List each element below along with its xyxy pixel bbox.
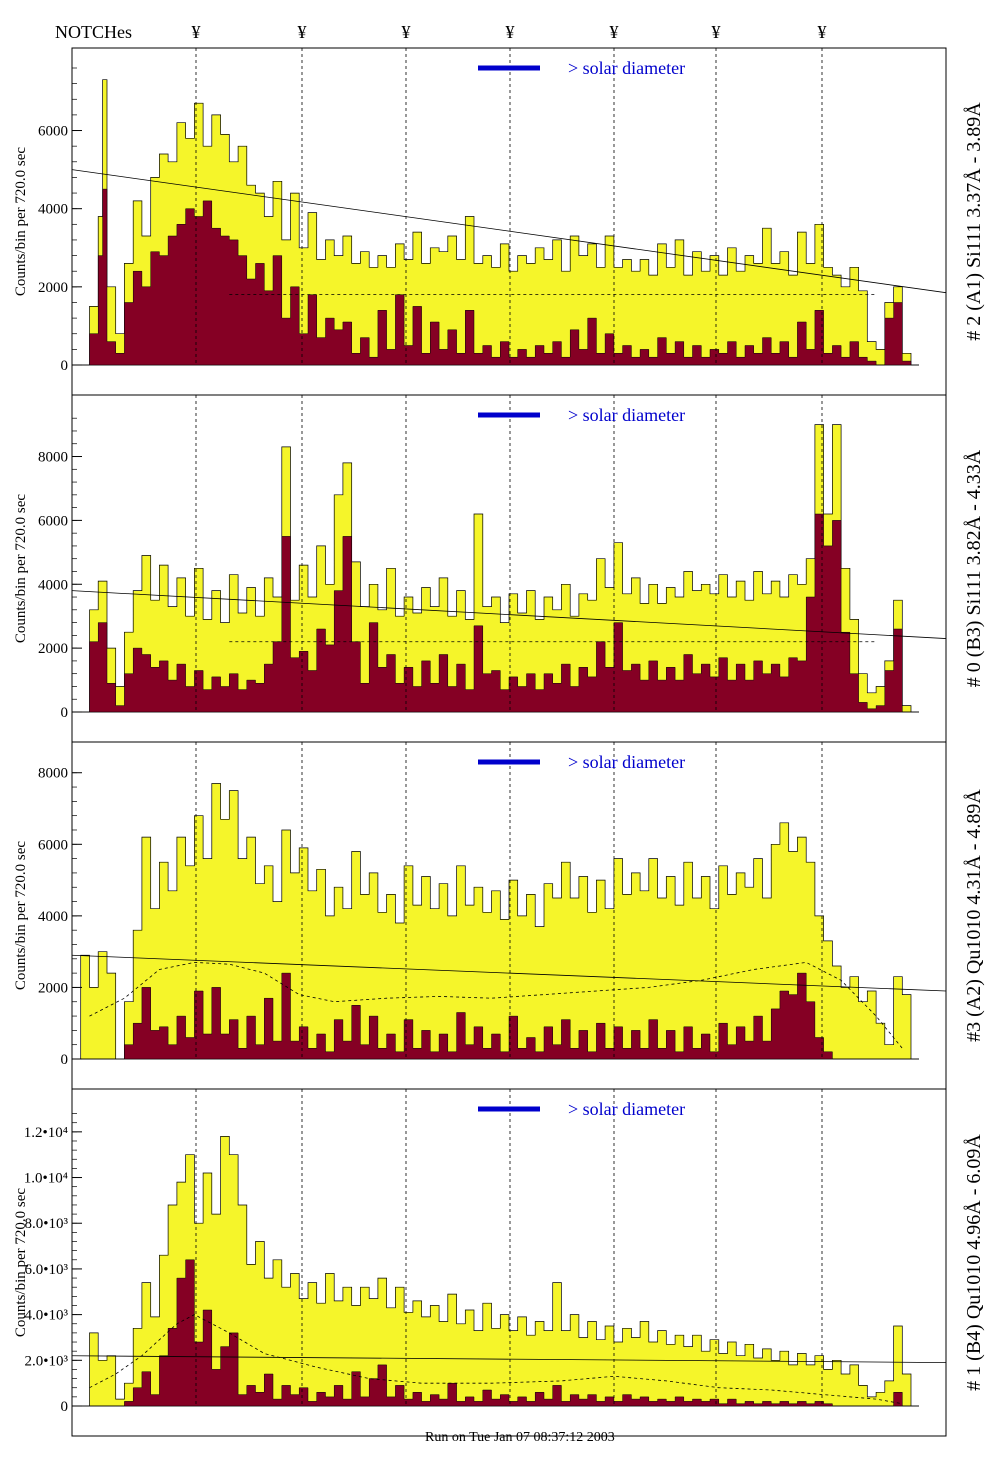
y-tick-label: 8.0•10³ — [25, 1216, 69, 1232]
plot-area — [72, 424, 946, 713]
notch-marker: ¥ — [298, 22, 307, 42]
y-tick-label: 1.2•10⁴ — [24, 1125, 68, 1141]
fit-line — [72, 1355, 946, 1363]
y-tick-label: 6000 — [38, 837, 68, 853]
y-axis-label: Counts/bin per 720.0 sec — [13, 1188, 29, 1337]
y-tick-label: 1.0•10⁴ — [24, 1171, 68, 1187]
spectrum-panel: 0 2.0•10³ 4.0•10³ 6.0•10³ 8.0•10³ 1.0•10⁴ 1.2•… — [13, 1088, 985, 1437]
fit-line — [72, 954, 946, 992]
subset-counts-area — [80, 972, 919, 1060]
y-tick-label: 0 — [61, 358, 69, 374]
channel-label: # 2 (A1) Si111 3.37Å - 3.89Å — [963, 102, 985, 341]
y-tick-label: 6.0•10³ — [25, 1262, 69, 1278]
spectrum-panel: 0 2000 4000 6000 8000 Counts/bin per 720.0 se… — [13, 741, 985, 1090]
legend-label: > solar diameter — [568, 58, 685, 78]
notch-marker: ¥ — [506, 22, 515, 42]
legend-label: > solar diameter — [568, 1099, 685, 1119]
notch-title: NOTCHes — [55, 22, 132, 42]
y-tick-label: 2000 — [38, 641, 68, 657]
y-tick-label: 8000 — [38, 766, 68, 782]
fit-line — [72, 590, 946, 639]
y-tick-label: 4.0•10³ — [25, 1308, 69, 1324]
channel-label: # 0 (B3) Si111 3.82Å - 4.33Å — [963, 449, 985, 687]
y-axis-label: Counts/bin per 720.0 sec — [13, 841, 29, 990]
subset-counts-area — [80, 188, 919, 366]
legend-label: > solar diameter — [568, 405, 685, 425]
y-axis-label: Counts/bin per 720.0 sec — [13, 147, 29, 296]
y-tick-label: 0 — [61, 705, 69, 721]
y-axis-label: Counts/bin per 720.0 sec — [13, 494, 29, 643]
y-tick-label: 6000 — [38, 513, 68, 529]
y-tick-label: 2000 — [38, 980, 68, 996]
subset-counts-area — [80, 1259, 919, 1407]
plot-area — [72, 783, 946, 1060]
notch-marker: ¥ — [712, 22, 721, 42]
notch-header: NOTCHes ¥ ¥ ¥ ¥ ¥ ¥ ¥ — [55, 22, 827, 42]
y-tick-label: 4000 — [38, 577, 68, 593]
y-tick-label: 8000 — [38, 450, 68, 466]
y-tick-label: 0 — [61, 1052, 69, 1068]
total-counts-area — [80, 1136, 919, 1407]
spectrum-panel: 0 2000 4000 6000 8000 Counts/bin per 720.0 se… — [13, 394, 985, 743]
run-timestamp: Run on Tue Jan 07 08:37:12 2003 — [425, 1430, 615, 1445]
notch-marker: ¥ — [192, 22, 201, 42]
notch-marker: ¥ — [818, 22, 827, 42]
y-tick-label: 2000 — [38, 280, 68, 296]
y-tick-label: 4000 — [38, 202, 68, 218]
y-tick-label: 4000 — [38, 909, 68, 925]
y-tick-label: 0 — [61, 1399, 69, 1415]
average-curve — [89, 961, 903, 1049]
spectrum-panel: 0 2000 4000 6000 Counts/bin per 720.0 sec # 2… — [13, 47, 985, 396]
legend-label: > solar diameter — [568, 752, 685, 772]
plot-area — [72, 1136, 946, 1407]
panel-frame — [71, 1088, 947, 1437]
average-curve — [89, 1314, 903, 1405]
notch-marker: ¥ — [610, 22, 619, 42]
subset-counts-area — [80, 513, 919, 713]
y-tick-label: 2.0•10³ — [25, 1353, 69, 1369]
channel-label: # 1 (B4) Qu1010 4.96Å - 6.09Å — [963, 1134, 985, 1391]
y-tick-label: 6000 — [38, 124, 68, 140]
plot-area — [72, 79, 946, 366]
fit-line — [72, 169, 946, 294]
chart-panels: 0 2000 4000 6000 Counts/bin per 720.0 sec # 2… — [13, 47, 985, 1437]
channel-label: #3 (A2) Qu1010 4.31Å - 4.89Å — [963, 789, 985, 1042]
notch-marker: ¥ — [402, 22, 411, 42]
